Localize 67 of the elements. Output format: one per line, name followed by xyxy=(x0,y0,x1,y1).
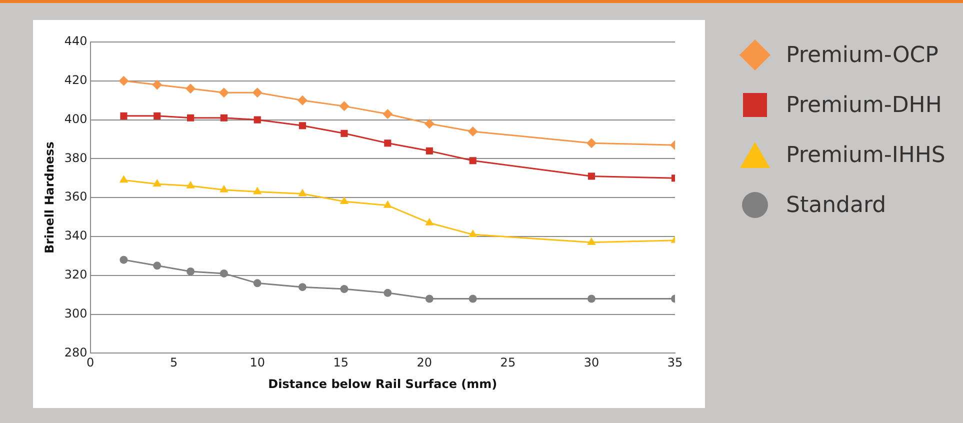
point xyxy=(587,237,596,245)
point xyxy=(586,138,596,148)
y-tick-label: 280 xyxy=(64,345,88,360)
y-tick-label: 300 xyxy=(64,306,88,320)
point xyxy=(254,116,261,124)
legend-label: Standard xyxy=(786,192,886,218)
point xyxy=(384,288,392,297)
point xyxy=(468,126,478,136)
point xyxy=(468,294,477,303)
y-tick-label: 440 xyxy=(64,34,88,48)
point xyxy=(253,279,262,288)
point xyxy=(218,88,229,98)
x-tick-label: 10 xyxy=(250,356,265,370)
x-tick-label: 25 xyxy=(500,356,516,370)
point xyxy=(383,200,392,208)
point xyxy=(186,268,195,276)
x-tick-label: 30 xyxy=(584,356,600,370)
point xyxy=(153,262,162,270)
x-tick-label: 35 xyxy=(667,356,683,370)
point xyxy=(118,76,129,86)
point xyxy=(152,178,162,186)
point xyxy=(424,118,434,129)
point xyxy=(220,114,228,122)
x-tick-label: 15 xyxy=(333,356,349,370)
point xyxy=(253,186,262,194)
y-tick-label: 340 xyxy=(64,228,88,243)
y-tick-label: 400 xyxy=(64,112,88,126)
point xyxy=(339,101,350,112)
point xyxy=(340,130,348,137)
point xyxy=(469,157,476,164)
x-tick-label: 20 xyxy=(416,356,432,370)
point xyxy=(340,196,349,204)
point xyxy=(252,88,262,98)
point xyxy=(426,147,433,154)
x-axis-title: Distance below Rail Surface (mm) xyxy=(268,376,498,391)
point xyxy=(425,294,434,303)
point xyxy=(186,84,196,94)
point xyxy=(588,172,596,180)
point xyxy=(298,188,307,196)
point xyxy=(382,108,393,119)
legend-label: Premium-OCP xyxy=(786,42,938,68)
point xyxy=(340,285,348,294)
y-tick-label: 420 xyxy=(64,73,88,88)
point xyxy=(220,269,228,278)
point xyxy=(120,256,128,264)
x-tick-label: 5 xyxy=(170,356,178,370)
y-tick-label: 360 xyxy=(64,190,88,204)
y-tick-label: 320 xyxy=(64,268,88,282)
point xyxy=(120,112,128,120)
point xyxy=(298,122,306,130)
point xyxy=(384,140,392,147)
point xyxy=(187,114,194,122)
y-axis-title: Brinell Hardness xyxy=(42,142,56,254)
y-tick-label: 380 xyxy=(64,150,88,165)
point xyxy=(297,95,308,106)
point xyxy=(587,294,596,303)
point xyxy=(154,112,161,120)
point xyxy=(152,80,162,90)
legend-label: Premium-IHHS xyxy=(786,142,946,168)
point xyxy=(119,175,128,183)
point xyxy=(468,230,478,238)
point xyxy=(186,180,195,188)
point xyxy=(220,184,228,192)
point xyxy=(425,218,434,226)
x-tick-label: 0 xyxy=(86,356,94,370)
point xyxy=(298,283,306,292)
legend-label: Premium-DHH xyxy=(786,92,942,118)
